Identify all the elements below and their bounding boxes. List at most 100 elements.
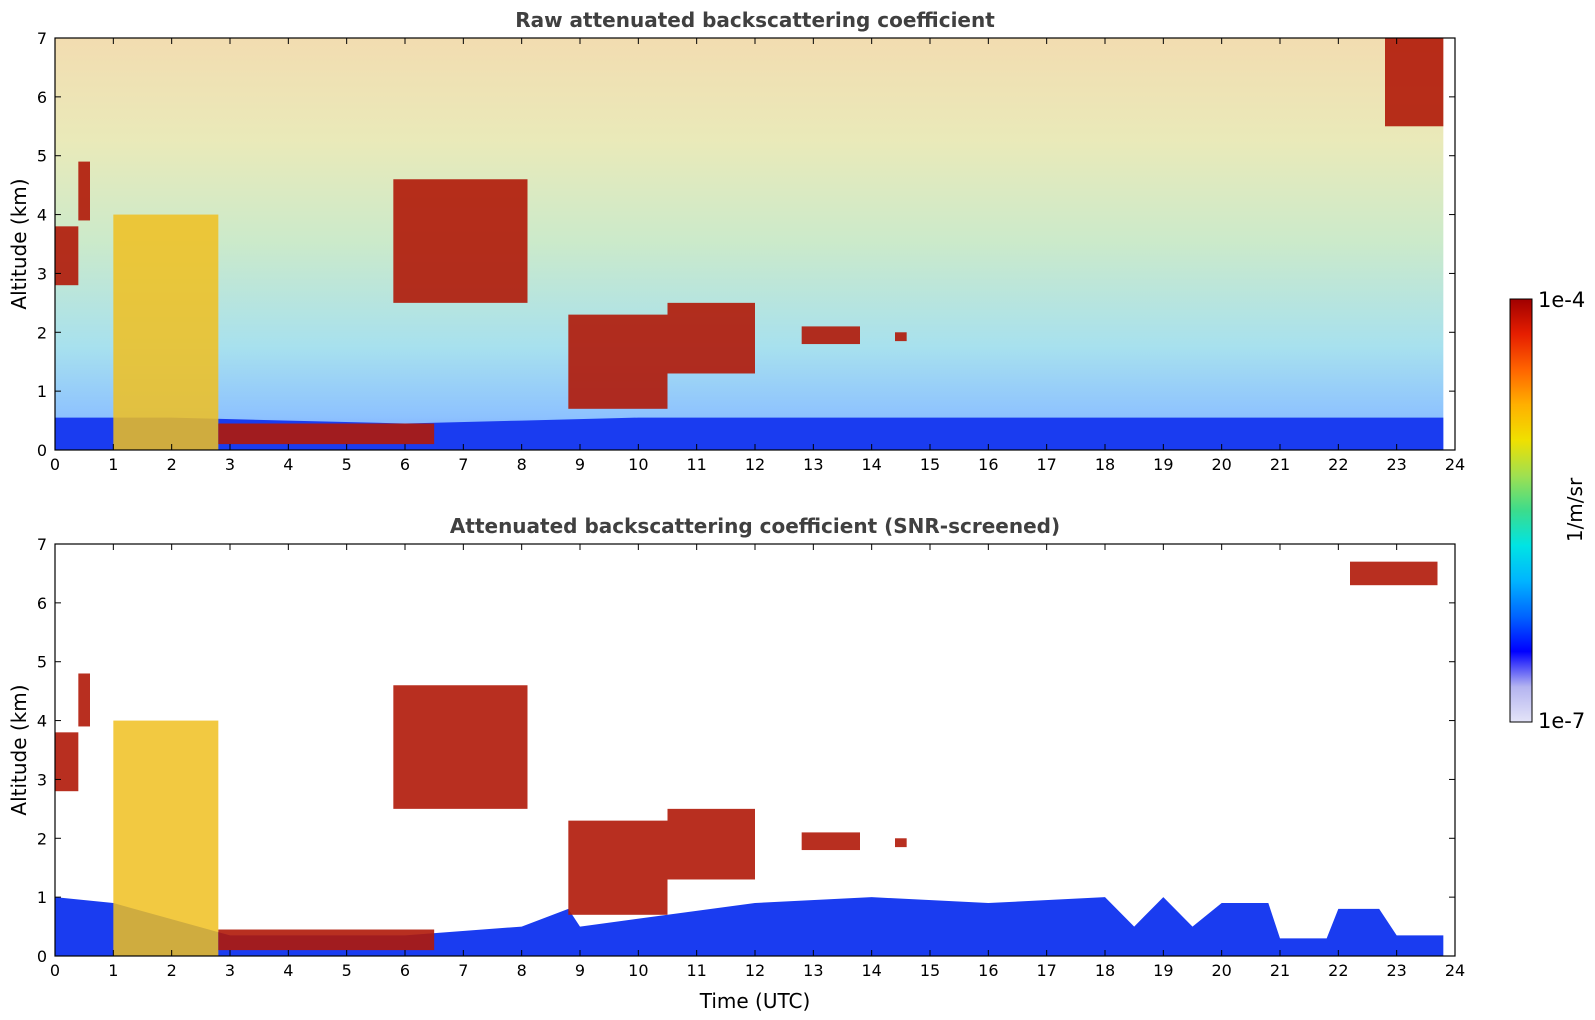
y-tick-label: 2 [37,323,47,342]
x-tick-label: 9 [575,455,585,474]
y-tick-label: 5 [37,653,47,672]
raw-panel-title: Raw attenuated backscattering coefficien… [515,8,995,32]
x-tick-label: 4 [283,961,293,980]
colorbar-max-label: 1e-4 [1538,288,1585,312]
cloud-layer [78,673,90,727]
x-tick-label: 19 [1153,455,1173,474]
x-tick-label: 20 [1211,961,1231,980]
snr-plot-frame [54,543,1456,957]
y-tick-label: 0 [37,947,47,966]
x-tick-label: 15 [920,961,940,980]
x-tick-label: 4 [283,455,293,474]
snr-x-axis: 0 1 2 3 4 5 6 7 8 9 10 11 12 13 14 15 16 17 18 19 20 21 22 23 24 [50,544,1465,980]
x-tick-label: 15 [920,455,940,474]
colorbar-min-label: 1e-7 [1538,709,1585,733]
y-tick-label: 6 [37,88,47,107]
x-tick-label: 13 [803,961,823,980]
aerosol-background [55,38,1444,450]
x-tick-label: 10 [628,455,648,474]
cloud-layer [895,332,907,342]
y-tick-label: 1 [37,382,47,401]
y-tick-label: 6 [37,594,47,613]
x-tick-label: 10 [628,961,648,980]
y-tick-label: 3 [37,770,47,789]
x-tick-label: 20 [1211,455,1231,474]
x-tick-label: 22 [1328,455,1348,474]
cloud-layer [568,314,668,409]
x-tick-label: 18 [1095,961,1115,980]
x-tick-label: 17 [1036,961,1056,980]
cloud-layer [218,423,435,445]
cloud-layer [78,161,90,221]
colorbar: 1e-4 1e-7 1/m/sr [1509,288,1587,733]
snr-y-axis-label: Altitude (km) [7,684,31,815]
x-tick-label: 5 [342,961,352,980]
cloud-layer [1350,561,1438,586]
raw-backscatter-panel: Raw attenuated backscattering coefficien… [7,8,1465,474]
snr-screened-panel: Attenuated backscattering coefficient (S… [7,514,1465,1013]
cloud-layer [667,302,755,374]
y-tick-label: 3 [37,264,47,283]
x-tick-label: 24 [1445,455,1465,474]
snr-y-axis: 0 1 2 3 4 5 6 7 [37,535,1455,966]
x-tick-label: 17 [1036,455,1056,474]
x-tick-label: 14 [861,455,881,474]
x-tick-label: 7 [458,961,468,980]
x-tick-label: 8 [517,961,527,980]
cloud-layer [1385,38,1444,127]
x-tick-label: 0 [50,961,60,980]
cloud-layer [113,214,219,450]
x-tick-label: 23 [1386,961,1406,980]
cloud-layer [568,820,668,915]
x-tick-label: 21 [1270,961,1290,980]
x-tick-label: 1 [108,961,118,980]
x-tick-label: 21 [1270,455,1290,474]
y-tick-label: 4 [37,712,47,731]
y-tick-label: 0 [37,441,47,460]
cloud-layer [801,326,860,345]
x-tick-label: 9 [575,961,585,980]
x-tick-label: 24 [1445,961,1465,980]
y-tick-label: 4 [37,206,47,225]
cloud-layer [55,226,79,286]
x-tick-label: 3 [225,961,235,980]
cloud-layer [895,838,907,848]
cloud-layer [667,808,755,880]
x-tick-label: 16 [978,961,998,980]
cloud-layer [218,929,435,951]
x-tick-label: 0 [50,455,60,474]
x-tick-label: 8 [517,455,527,474]
x-tick-label: 11 [686,455,706,474]
cloud-layer [393,685,528,809]
x-tick-label: 12 [745,455,765,474]
colorbar-gradient [1509,298,1533,723]
x-tick-label: 19 [1153,961,1173,980]
y-tick-label: 5 [37,147,47,166]
cloud-layer [113,720,219,956]
x-tick-label: 2 [167,961,177,980]
raw-x-axis: 0 1 2 3 4 5 6 7 8 9 10 11 12 13 14 15 16 17 18 19 20 21 22 23 24 [50,38,1465,474]
cloud-layer [801,832,860,851]
raw-heatmap-area [55,38,1444,450]
x-tick-label: 3 [225,455,235,474]
y-tick-label: 1 [37,888,47,907]
x-tick-label: 22 [1328,961,1348,980]
x-tick-label: 18 [1095,455,1115,474]
raw-y-axis: 0 1 2 3 4 5 6 7 [37,29,1455,460]
x-tick-label: 2 [167,455,177,474]
cloud-layer [55,732,79,792]
x-tick-label: 7 [458,455,468,474]
y-tick-label: 7 [37,29,47,48]
x-tick-label: 6 [400,961,410,980]
x-tick-label: 11 [686,961,706,980]
x-tick-label: 23 [1386,455,1406,474]
x-tick-label: 12 [745,961,765,980]
snr-panel-title: Attenuated backscattering coefficient (S… [450,514,1060,538]
y-tick-label: 2 [37,829,47,848]
colorbar-unit-label: 1/m/sr [1563,477,1587,542]
snr-heatmap-area [55,561,1444,956]
x-axis-label: Time (UTC) [699,989,811,1013]
x-tick-label: 14 [861,961,881,980]
x-tick-label: 5 [342,455,352,474]
